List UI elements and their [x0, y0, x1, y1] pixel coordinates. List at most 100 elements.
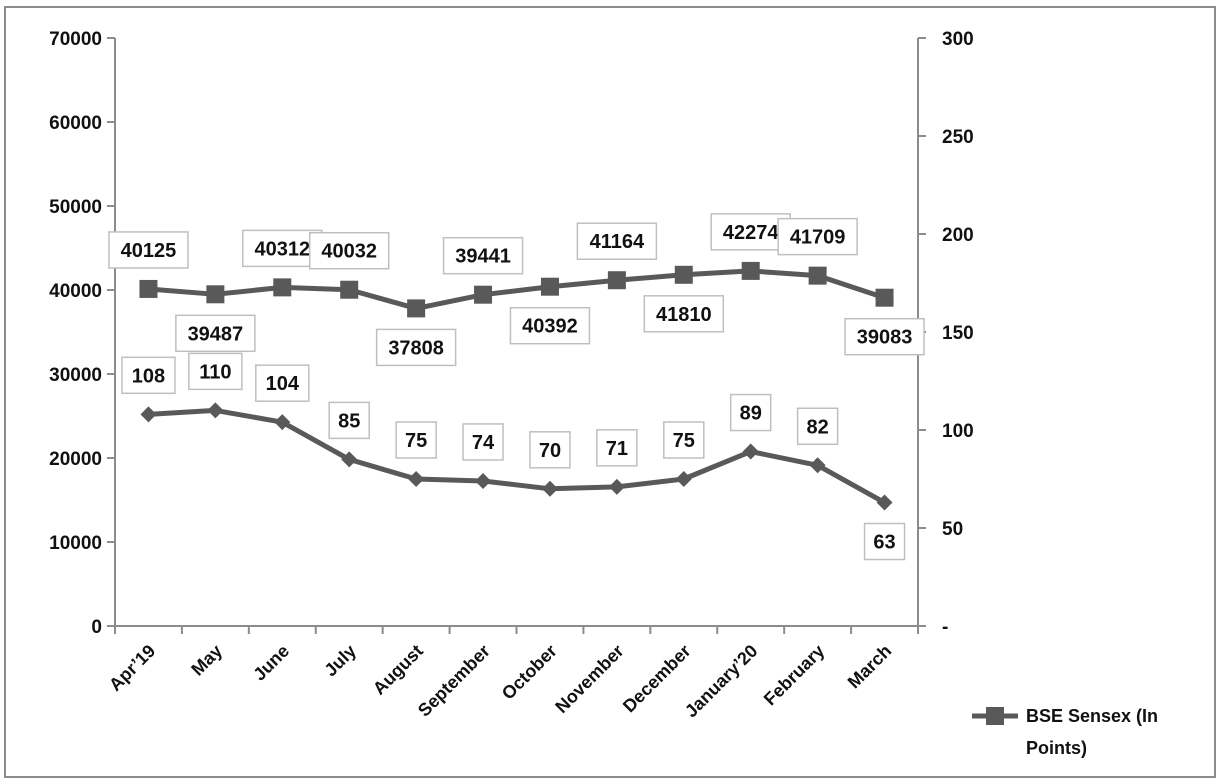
data-label: 104	[266, 373, 300, 395]
data-label-box	[710, 213, 791, 251]
data-point	[675, 471, 692, 487]
data-label: 41810	[656, 304, 712, 326]
data-label: 40312	[254, 238, 310, 260]
right-tick-label: 300	[942, 29, 974, 50]
data-label-box	[175, 314, 256, 353]
left-tick-label: 50000	[49, 197, 102, 218]
data-label: 40125	[121, 240, 177, 262]
data-label: 39083	[857, 327, 913, 349]
data-label-box	[108, 231, 189, 269]
series-line	[148, 407, 886, 505]
data-point	[742, 443, 759, 460]
data-label: 75	[405, 430, 427, 452]
data-point	[674, 265, 693, 284]
data-label-box	[375, 328, 457, 367]
data-point	[741, 261, 760, 280]
data-label: 108	[132, 365, 165, 387]
legend-label: BSE Sensex (In	[1026, 706, 1158, 726]
chart-frame	[4, 6, 1216, 778]
data-label: 42274	[723, 222, 779, 244]
left-tick-label: 70000	[49, 29, 102, 50]
data-point	[341, 451, 358, 468]
data-label-box	[729, 393, 772, 432]
x-tick-label: September	[414, 641, 494, 721]
legend-marker	[986, 707, 1004, 725]
data-label-box	[255, 364, 310, 402]
data-label-box	[663, 421, 705, 459]
right-tick-label: 150	[942, 323, 974, 344]
x-tick-label: May	[187, 641, 226, 680]
x-tick-label: November	[551, 641, 627, 717]
data-label: 75	[673, 430, 695, 452]
data-label: 41709	[790, 227, 846, 249]
data-label-box	[576, 222, 658, 260]
data-label: 89	[740, 403, 762, 425]
data-label: 40032	[321, 241, 377, 263]
data-point	[340, 280, 359, 299]
data-label-box	[844, 317, 925, 356]
right-tick-label: 100	[942, 421, 974, 442]
series-line	[148, 268, 886, 311]
data-point	[607, 271, 626, 290]
data-point	[809, 457, 826, 474]
data-point	[207, 402, 224, 419]
x-tick-label: October	[498, 641, 561, 704]
data-label-box	[777, 217, 858, 256]
x-tick-label: January’20	[681, 641, 762, 722]
data-label: 63	[873, 532, 895, 554]
data-point	[273, 278, 292, 297]
data-point	[608, 478, 625, 495]
data-label: 110	[199, 361, 231, 383]
data-point	[407, 299, 426, 318]
data-label-box	[509, 306, 591, 345]
data-label-box	[308, 231, 390, 270]
left-tick-label: 20000	[49, 449, 102, 470]
data-point	[206, 285, 225, 304]
data-label-box	[796, 407, 839, 446]
left-tick-label: 40000	[49, 281, 102, 302]
data-point	[140, 406, 157, 423]
data-label: 41164	[590, 231, 645, 253]
left-tick-label: 30000	[49, 365, 102, 386]
data-point	[274, 414, 291, 431]
data-label-box	[121, 356, 176, 395]
x-tick-label: August	[369, 641, 427, 699]
x-tick-label: February	[760, 641, 829, 710]
data-point	[875, 288, 894, 307]
data-point	[474, 285, 493, 304]
data-label: 71	[606, 438, 628, 460]
right-tick-label: 250	[942, 127, 974, 148]
data-label: 70	[539, 440, 561, 462]
data-label: 37808	[388, 337, 444, 359]
data-label-box	[596, 429, 638, 467]
data-point	[139, 279, 158, 298]
left-tick-label: 0	[91, 617, 102, 638]
data-label-box	[462, 423, 504, 461]
data-label: 82	[807, 416, 829, 438]
data-point	[876, 494, 893, 511]
data-point	[408, 471, 425, 487]
data-label-box	[328, 401, 370, 440]
data-label: 39441	[455, 246, 511, 268]
data-label: 39487	[188, 323, 244, 345]
right-tick-label: 200	[942, 225, 974, 246]
right-tick-label: -	[942, 617, 948, 638]
left-tick-label: 10000	[49, 533, 102, 554]
x-tick-label: June	[249, 641, 293, 685]
data-label-box	[529, 431, 571, 469]
data-label-box	[442, 236, 524, 275]
data-point	[541, 480, 558, 497]
x-tick-label: March	[844, 641, 896, 693]
data-label-box	[395, 421, 437, 459]
data-label-box	[863, 522, 906, 561]
x-tick-label: Apr’19	[105, 641, 159, 695]
x-tick-label: July	[320, 641, 360, 681]
right-tick-label: 50	[942, 519, 963, 540]
data-point	[808, 266, 827, 285]
data-label: 85	[338, 410, 360, 432]
data-label-box	[188, 352, 243, 391]
data-label: 40392	[522, 316, 578, 338]
data-point	[475, 472, 492, 489]
data-point	[540, 277, 559, 296]
left-tick-label: 60000	[49, 113, 102, 134]
